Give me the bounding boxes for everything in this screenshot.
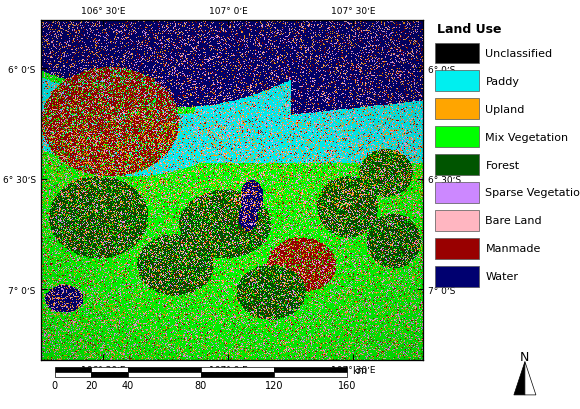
Bar	[91, 367, 128, 372]
Text: 120: 120	[264, 380, 283, 390]
Text: Land Use: Land Use	[437, 23, 501, 36]
Bar	[274, 372, 347, 378]
Text: Unclassified: Unclassified	[485, 49, 553, 59]
Text: Bare Land: Bare Land	[485, 216, 542, 226]
Bar	[435, 99, 480, 120]
Bar	[128, 372, 201, 378]
Text: Water: Water	[485, 272, 519, 281]
Bar	[201, 367, 274, 372]
Polygon shape	[525, 362, 536, 395]
Polygon shape	[514, 362, 525, 395]
Bar	[435, 182, 480, 203]
Bar	[435, 127, 480, 148]
Text: 40: 40	[121, 380, 134, 390]
Text: Sparse Vegetation: Sparse Vegetation	[485, 188, 580, 198]
Text: Manmade: Manmade	[485, 244, 541, 254]
Text: 0: 0	[52, 380, 57, 390]
Bar	[435, 210, 480, 231]
Bar	[55, 372, 91, 378]
Text: 160: 160	[338, 380, 356, 390]
Bar	[435, 266, 480, 287]
Bar	[435, 71, 480, 92]
Text: km: km	[352, 365, 367, 375]
Text: Paddy: Paddy	[485, 77, 520, 87]
Text: N: N	[520, 350, 530, 363]
Text: 20: 20	[85, 380, 97, 390]
Bar	[201, 372, 274, 378]
Text: Forest: Forest	[485, 160, 520, 170]
Bar	[435, 238, 480, 259]
Bar	[435, 43, 480, 64]
Bar	[435, 155, 480, 175]
Bar	[91, 372, 128, 378]
Text: Mix Vegetation: Mix Vegetation	[485, 133, 568, 142]
Bar	[128, 367, 201, 372]
Bar	[55, 367, 91, 372]
Bar	[274, 367, 347, 372]
Text: 80: 80	[194, 380, 207, 390]
Text: Upland: Upland	[485, 105, 525, 115]
